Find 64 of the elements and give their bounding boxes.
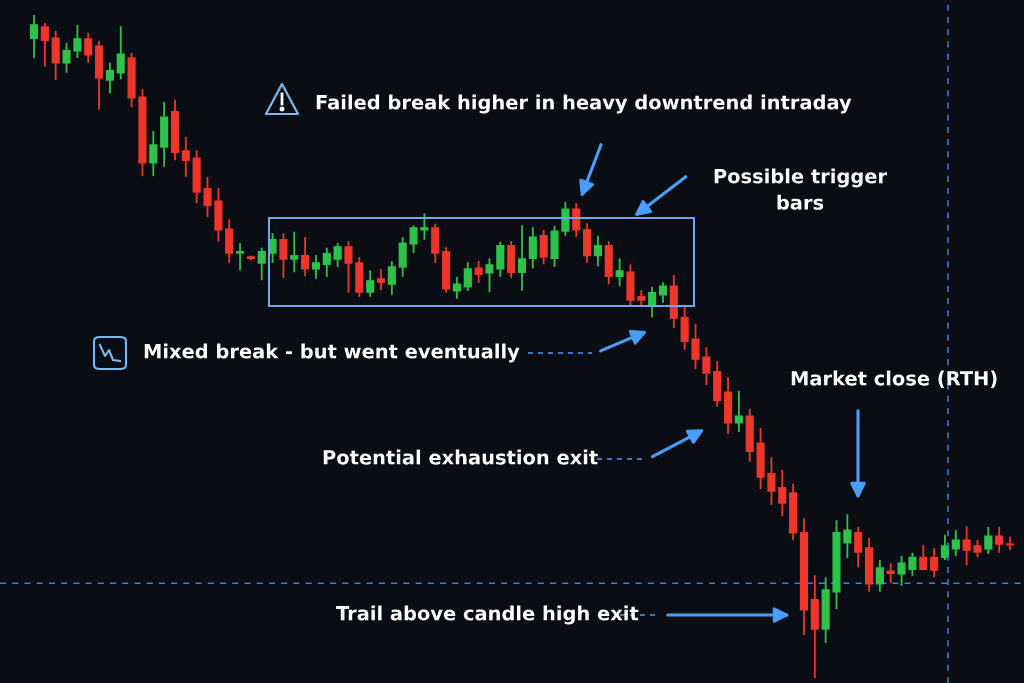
candlestick	[181, 136, 190, 178]
candlestick	[366, 269, 375, 298]
candlestick	[734, 390, 743, 433]
candlestick	[908, 551, 917, 577]
candlestick	[376, 268, 386, 292]
candlestick	[409, 224, 418, 254]
annotation: Trail above candle high exit	[336, 605, 639, 625]
candlestick	[1005, 535, 1015, 551]
candlestick	[875, 559, 884, 593]
annotation: Market close (RTH)	[791, 370, 997, 388]
annotation: Failed break higher in heavy downtrend intraday	[316, 94, 852, 114]
candlestick	[897, 555, 906, 587]
annotation: Possible trigger bars	[714, 168, 888, 210]
candlestick	[311, 254, 321, 280]
candlestick	[962, 525, 971, 567]
candlestick	[149, 130, 158, 178]
candlestick	[886, 562, 895, 585]
candlestick	[322, 246, 331, 278]
candlestick	[539, 228, 548, 266]
candlestick	[615, 257, 624, 288]
candlestick	[344, 240, 353, 294]
candlestick	[691, 323, 700, 370]
candlestick	[951, 529, 960, 557]
candlestick	[73, 24, 82, 60]
candlestick	[105, 61, 114, 95]
candlestick	[203, 175, 212, 219]
candlestick	[843, 513, 852, 559]
candlestick	[62, 41, 71, 74]
candlestick	[387, 260, 396, 296]
candlestick	[333, 242, 342, 268]
candlestick	[235, 242, 245, 272]
candlestick	[702, 346, 711, 386]
candlestick	[463, 261, 472, 292]
candlestick	[116, 25, 125, 81]
candlestick	[778, 468, 787, 518]
candlestick	[474, 260, 483, 284]
candlestick	[572, 202, 581, 239]
candlestick	[528, 226, 537, 270]
candlestick	[767, 456, 776, 506]
candlestick	[225, 218, 234, 264]
candlestick	[517, 224, 527, 292]
candlestick	[398, 236, 407, 278]
candlestick	[658, 281, 668, 304]
candlestick	[40, 22, 49, 68]
candlestick	[854, 525, 863, 569]
candlestick	[485, 257, 494, 294]
annotation: Potential exhaustion exit	[323, 449, 598, 465]
candlestick	[268, 232, 277, 264]
annotation: Mixed break - but went eventually	[144, 343, 520, 363]
candlestick	[593, 234, 602, 268]
candlestick	[919, 543, 928, 571]
candlestick	[257, 246, 266, 282]
candlestick	[290, 230, 299, 274]
candlestick	[279, 232, 288, 280]
candlestick	[452, 275, 461, 300]
candlestick	[984, 525, 993, 555]
candlestick	[420, 212, 429, 241]
candlestick	[930, 547, 939, 579]
candlestick	[995, 525, 1004, 554]
candlestick	[561, 201, 570, 237]
candlestick	[29, 14, 39, 60]
candlestick	[84, 31, 93, 64]
candlestick	[496, 240, 505, 278]
candlestick	[301, 236, 310, 278]
